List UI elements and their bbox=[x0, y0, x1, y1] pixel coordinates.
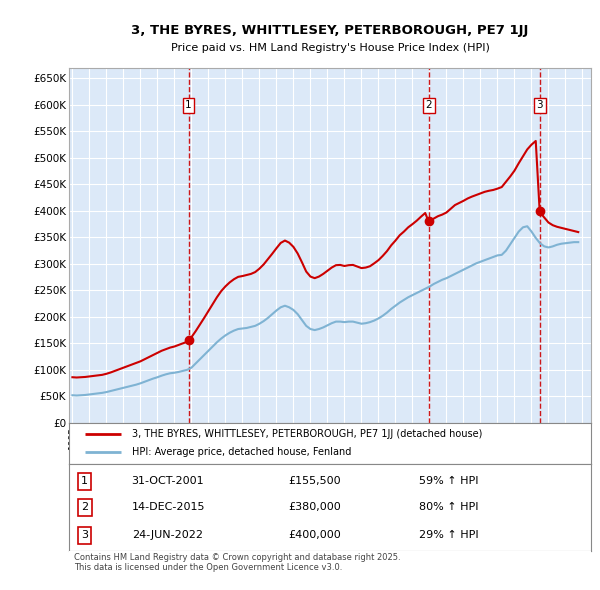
Text: £155,500: £155,500 bbox=[288, 476, 341, 486]
Text: HPI: Average price, detached house, Fenland: HPI: Average price, detached house, Fenl… bbox=[131, 447, 351, 457]
Text: 1: 1 bbox=[81, 476, 88, 486]
Text: 3: 3 bbox=[81, 530, 88, 540]
Text: 59% ↑ HPI: 59% ↑ HPI bbox=[419, 476, 478, 486]
Text: 3: 3 bbox=[536, 100, 543, 110]
Text: 2: 2 bbox=[425, 100, 432, 110]
Text: 29% ↑ HPI: 29% ↑ HPI bbox=[419, 530, 478, 540]
Text: 3, THE BYRES, WHITTLESEY, PETERBOROUGH, PE7 1JJ: 3, THE BYRES, WHITTLESEY, PETERBOROUGH, … bbox=[131, 24, 529, 37]
Text: Contains HM Land Registry data © Crown copyright and database right 2025.
This d: Contains HM Land Registry data © Crown c… bbox=[74, 553, 401, 572]
Text: 31-OCT-2001: 31-OCT-2001 bbox=[131, 476, 204, 486]
Text: 2: 2 bbox=[81, 503, 88, 513]
Text: £380,000: £380,000 bbox=[288, 503, 341, 513]
Text: 3, THE BYRES, WHITTLESEY, PETERBOROUGH, PE7 1JJ (detached house): 3, THE BYRES, WHITTLESEY, PETERBOROUGH, … bbox=[131, 430, 482, 440]
Text: 80% ↑ HPI: 80% ↑ HPI bbox=[419, 503, 478, 513]
Text: 24-JUN-2022: 24-JUN-2022 bbox=[131, 530, 203, 540]
Text: 14-DEC-2015: 14-DEC-2015 bbox=[131, 503, 205, 513]
Text: £400,000: £400,000 bbox=[288, 530, 341, 540]
Text: 1: 1 bbox=[185, 100, 192, 110]
Text: Price paid vs. HM Land Registry's House Price Index (HPI): Price paid vs. HM Land Registry's House … bbox=[170, 44, 490, 53]
